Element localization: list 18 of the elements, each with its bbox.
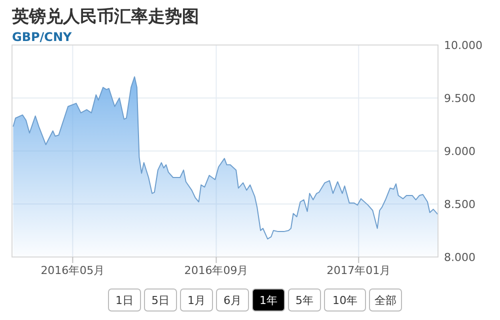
range-button: 6月 — [216, 288, 249, 312]
range-button: 10年 — [324, 288, 366, 312]
y-tick-label: 8.000 — [444, 251, 476, 264]
range-button: 1月 — [180, 288, 213, 312]
range-button: 5年 — [288, 288, 321, 312]
range-button: 5日 — [144, 288, 177, 312]
chart-subtitle: GBP/CNY — [12, 30, 72, 44]
x-tick-label: 2016年09月 — [184, 264, 248, 277]
chart-title: 英镑兑人民币汇率走势图 — [11, 7, 199, 27]
x-tick-label: 2017年01月 — [326, 264, 391, 277]
y-tick-label: 9.000 — [444, 145, 476, 158]
y-tick-label: 9.500 — [444, 92, 476, 105]
range-button: 1日 — [108, 288, 141, 312]
y-tick-label: 8.500 — [444, 198, 476, 211]
x-tick-label: 2016年05月 — [40, 264, 105, 277]
range-button: 1年 — [252, 288, 285, 312]
range-button: 全部 — [369, 288, 402, 312]
y-tick-label: 10.000 — [444, 39, 482, 52]
